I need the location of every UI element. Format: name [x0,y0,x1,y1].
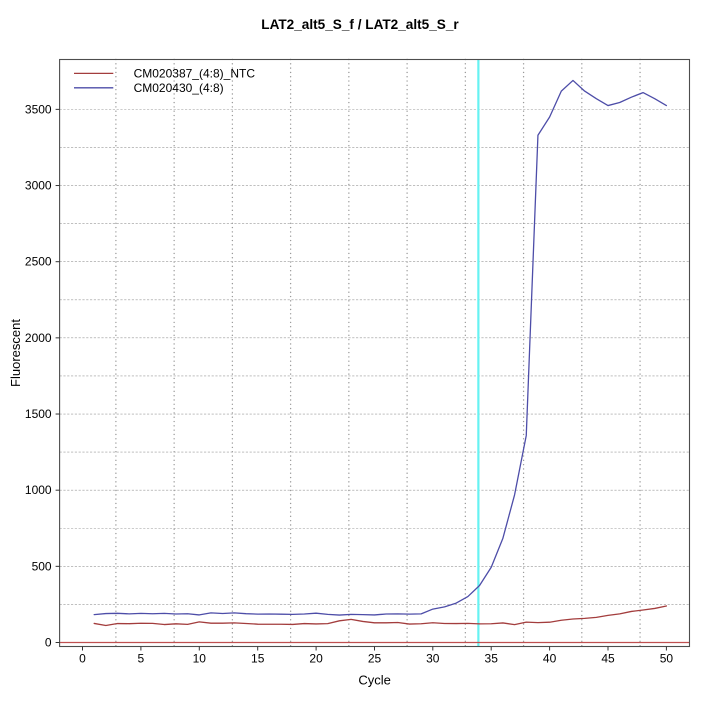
svg-text:3500: 3500 [25,102,52,116]
svg-text:0: 0 [79,652,86,666]
svg-text:1000: 1000 [25,483,52,497]
svg-text:0: 0 [45,636,52,650]
svg-text:CM020387_(4:8)_NTC: CM020387_(4:8)_NTC [134,66,256,80]
svg-text:3000: 3000 [25,179,52,193]
svg-text:35: 35 [485,652,499,666]
svg-text:2000: 2000 [25,331,52,345]
svg-text:15: 15 [251,652,265,666]
svg-text:40: 40 [543,652,557,666]
svg-text:Cycle: Cycle [358,673,391,688]
svg-text:30: 30 [426,652,440,666]
svg-text:10: 10 [193,652,207,666]
svg-text:50: 50 [660,652,674,666]
svg-text:25: 25 [368,652,382,666]
svg-text:45: 45 [601,652,615,666]
svg-text:CM020430_(4:8): CM020430_(4:8) [134,81,224,95]
svg-text:1500: 1500 [25,407,52,421]
svg-text:Fluorescent: Fluorescent [8,319,23,387]
svg-text:2500: 2500 [25,255,52,269]
svg-text:20: 20 [309,652,323,666]
svg-text:LAT2_alt5_S_f / LAT2_alt5_S_r: LAT2_alt5_S_f / LAT2_alt5_S_r [261,17,459,32]
svg-text:500: 500 [32,559,52,573]
svg-text:5: 5 [138,652,145,666]
